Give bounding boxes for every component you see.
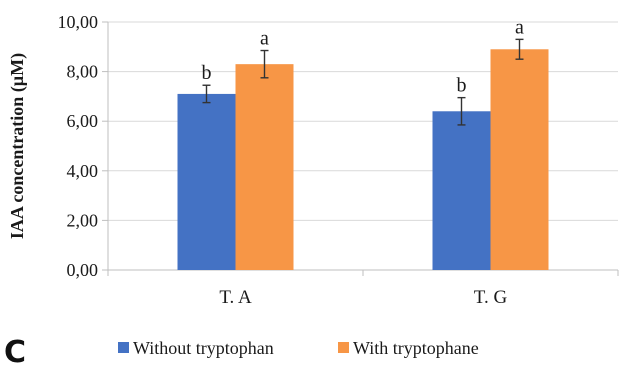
legend: Without tryptophan With tryptophane	[118, 338, 479, 358]
error-bars	[202, 38, 524, 126]
legend-label: Without tryptophan	[133, 338, 274, 358]
y-tick-label: 2,00	[67, 210, 99, 230]
significance-letter: a	[260, 28, 269, 50]
bars	[177, 49, 549, 270]
panel-label: C	[4, 335, 26, 367]
bar	[432, 111, 491, 270]
x-tick-label: T. A	[219, 287, 252, 308]
y-tick-label: 8,00	[67, 62, 99, 82]
significance-letter: b	[202, 62, 212, 84]
legend-swatch	[118, 342, 129, 353]
significance-letter: b	[457, 75, 467, 97]
y-tick-labels: 0,00 2,00 4,00 6,00 8,00 10,00	[58, 12, 99, 280]
bar	[490, 49, 549, 270]
x-tick-labels: T. A T. G	[219, 287, 507, 308]
x-tick-label: T. G	[474, 287, 508, 308]
significance-letter: a	[515, 16, 524, 38]
y-tick-label: 0,00	[67, 260, 99, 280]
bar	[177, 93, 236, 270]
y-tick-label: 10,00	[58, 12, 99, 32]
legend-label: With tryptophane	[353, 338, 479, 358]
significance-labels: b a b a	[202, 16, 525, 96]
legend-swatch	[338, 342, 349, 353]
y-tick-label: 6,00	[67, 111, 99, 131]
bar	[235, 64, 294, 270]
y-axis-title: IAA concentration (µM)	[7, 53, 28, 239]
y-tick-label: 4,00	[67, 161, 99, 181]
